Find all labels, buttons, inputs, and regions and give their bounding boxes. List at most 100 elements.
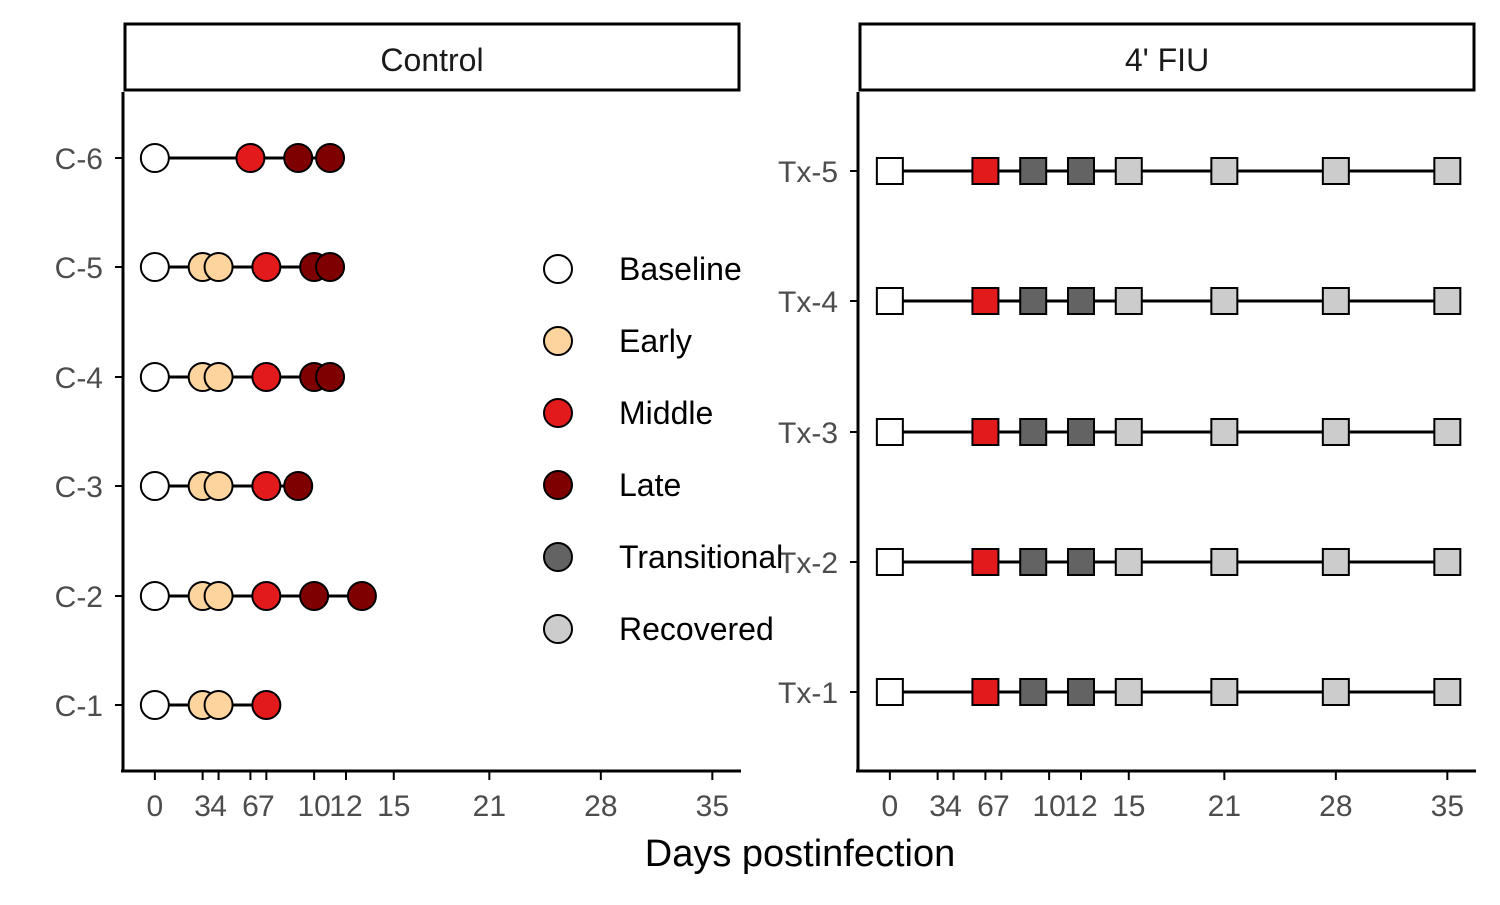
point-c-2-day-10-late <box>299 581 330 611</box>
x-tick-label-1-0: 0 <box>882 790 899 823</box>
legend-label-late: Late <box>619 467 681 503</box>
point-tx-2-day-0-baseline <box>875 548 904 576</box>
y-tick-label-tx-4: Tx-4 <box>778 286 838 319</box>
x-tick-label-0-12: 12 <box>329 790 362 823</box>
strip-label-fiu: 4' FIU <box>1125 42 1209 78</box>
point-tx-2-day-9-transitional <box>1019 548 1048 576</box>
point-c-3-day-4-early <box>203 471 234 501</box>
point-tx-3-day-0-baseline <box>875 418 904 446</box>
point-tx-5-day-0-baseline <box>875 157 904 185</box>
point-c-5-day-0-baseline <box>139 252 170 282</box>
y-tick-label-c-6: C-6 <box>55 143 103 176</box>
point-c-3-day-0-baseline <box>139 471 170 501</box>
point-tx-4-day-0-baseline <box>875 287 904 315</box>
point-tx-1-day-0-baseline <box>875 678 904 706</box>
x-tick-label-0-35: 35 <box>696 790 729 823</box>
point-c-6-day-9-late <box>283 143 314 173</box>
x-tick-label-1-15: 15 <box>1112 790 1145 823</box>
x-tick-label-0-0: 0 <box>147 790 164 823</box>
point-tx-1-day-12-transitional <box>1066 678 1095 706</box>
point-c-1-day-7-middle <box>251 690 282 720</box>
point-tx-3-day-21-recovered <box>1210 418 1239 446</box>
point-c-4-day-11-late <box>315 362 346 392</box>
legend-label-baseline: Baseline <box>619 251 742 287</box>
point-c-2-day-0-baseline <box>139 581 170 611</box>
point-c-2-day-13-late <box>346 581 377 611</box>
x-tick-label-0-28: 28 <box>584 790 617 823</box>
x-tick-label-1-10: 10 <box>1032 790 1065 823</box>
point-tx-1-day-15-recovered <box>1114 678 1143 706</box>
point-tx-3-day-9-transitional <box>1019 418 1048 446</box>
legend-key-baseline <box>543 254 573 284</box>
x-tick-label-1-12: 12 <box>1064 790 1097 823</box>
point-tx-4-day-12-transitional <box>1066 287 1095 315</box>
y-tick-label-c-5: C-5 <box>55 252 103 285</box>
point-tx-2-day-35-recovered <box>1433 548 1462 576</box>
point-tx-5-day-15-recovered <box>1114 157 1143 185</box>
point-c-5-day-11-late <box>315 252 346 282</box>
y-tick-label-c-4: C-4 <box>55 362 103 395</box>
legend-label-middle: Middle <box>619 395 713 431</box>
point-tx-4-day-15-recovered <box>1114 287 1143 315</box>
x-axis-title: Days postinfection <box>645 833 956 875</box>
x-tick-label-0-3: 3 <box>194 790 211 823</box>
point-c-6-day-6-middle <box>235 143 266 173</box>
x-tick-label-0-6: 6 <box>242 790 259 823</box>
point-tx-5-day-28-recovered <box>1321 157 1350 185</box>
point-c-5-day-4-early <box>203 252 234 282</box>
point-tx-4-day-9-transitional <box>1019 287 1048 315</box>
x-tick-label-0-21: 21 <box>473 790 506 823</box>
point-c-2-day-4-early <box>203 581 234 611</box>
point-tx-5-day-12-transitional <box>1066 157 1095 185</box>
point-c-3-day-7-middle <box>251 471 282 501</box>
point-tx-5-day-9-transitional <box>1019 157 1048 185</box>
point-tx-5-day-6-middle <box>971 157 1000 185</box>
legend-key-middle <box>543 398 573 428</box>
point-tx-5-day-35-recovered <box>1433 157 1462 185</box>
legend-key-early <box>543 326 573 356</box>
point-c-5-day-7-middle <box>251 252 282 282</box>
point-tx-4-day-28-recovered <box>1321 287 1350 315</box>
point-c-6-day-0-baseline <box>139 143 170 173</box>
point-c-4-day-4-early <box>203 362 234 392</box>
point-tx-4-day-35-recovered <box>1433 287 1462 315</box>
point-tx-4-day-6-middle <box>971 287 1000 315</box>
point-tx-2-day-21-recovered <box>1210 548 1239 576</box>
point-tx-5-day-21-recovered <box>1210 157 1239 185</box>
legend-key-late <box>543 470 573 500</box>
strip-label-control: Control <box>380 42 483 78</box>
point-c-2-day-7-middle <box>251 581 282 611</box>
x-tick-label-0-15: 15 <box>377 790 410 823</box>
point-c-3-day-9-late <box>283 471 314 501</box>
legend-label-early: Early <box>619 323 692 359</box>
point-tx-2-day-6-middle <box>971 548 1000 576</box>
point-tx-2-day-15-recovered <box>1114 548 1143 576</box>
legend-label-transitional: Transitional <box>619 539 783 575</box>
x-tick-label-0-7: 7 <box>258 790 275 823</box>
y-tick-label-tx-3: Tx-3 <box>778 417 838 450</box>
point-tx-3-day-12-transitional <box>1066 418 1095 446</box>
y-tick-label-c-2: C-2 <box>55 581 103 614</box>
x-tick-label-1-4: 4 <box>945 790 962 823</box>
point-tx-1-day-35-recovered <box>1433 678 1462 706</box>
y-tick-label-tx-5: Tx-5 <box>778 156 838 189</box>
legend-label-recovered: Recovered <box>619 611 774 647</box>
point-c-1-day-0-baseline <box>139 690 170 720</box>
x-tick-label-1-35: 35 <box>1431 790 1464 823</box>
point-c-1-day-4-early <box>203 690 234 720</box>
point-tx-4-day-21-recovered <box>1210 287 1239 315</box>
x-tick-label-1-7: 7 <box>993 790 1010 823</box>
point-tx-1-day-21-recovered <box>1210 678 1239 706</box>
legend-key-recovered <box>543 614 573 644</box>
legend-key-transitional <box>543 542 573 572</box>
strip-fiu <box>858 22 1476 92</box>
strip-control <box>123 22 741 92</box>
point-tx-1-day-6-middle <box>971 678 1000 706</box>
legend: Baseline Early Middle Late Transitional Recov… <box>543 251 783 647</box>
point-tx-3-day-15-recovered <box>1114 418 1143 446</box>
point-c-6-day-11-late <box>315 143 346 173</box>
